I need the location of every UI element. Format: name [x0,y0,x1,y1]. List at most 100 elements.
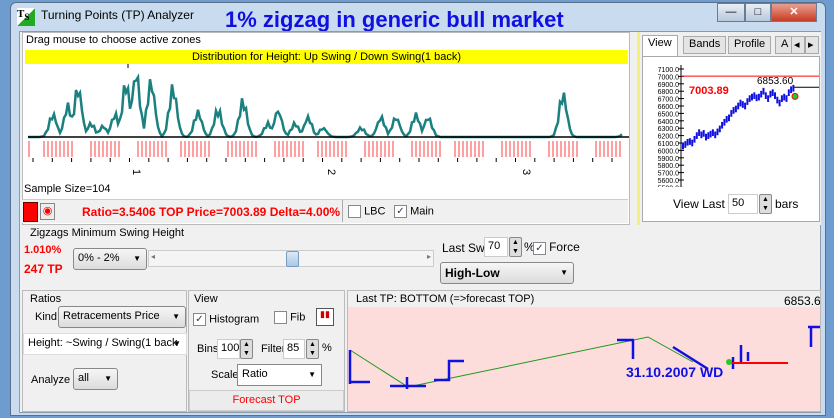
axis-label: 3 [520,169,532,175]
range-select[interactable]: 0% - 2% [73,248,147,270]
analyze-select[interactable]: all [73,368,118,390]
y-tick-label: 6100.0 [658,141,680,148]
main-label: Main [410,205,434,218]
histogram-label: Histogram [209,313,260,326]
target-icon[interactable]: ◉ [40,203,55,220]
analyze-label: Analyze [31,374,71,386]
mode-select[interactable]: High-Low [440,262,574,284]
price-mini-chart: 7100.07000.06900.06800.06700.06600.06500… [658,65,819,192]
forecast-top-button[interactable]: Forecast TOP [189,390,344,411]
stats-text: Ratio=3.5406 TOP Price=7003.89 Delta=4.0… [82,205,341,219]
y-tick-label: 6600.0 [658,104,680,111]
bins-spinner[interactable]: ▲ ▼ [240,339,253,359]
y-tick-label: 7000.0 [658,74,680,81]
y-tick-label: 6400.0 [658,119,680,126]
last-price-label: 6853.60 [757,76,794,87]
filter-pct: % [322,342,332,354]
tab-view[interactable]: View [642,35,678,56]
slider-thumb[interactable] [285,251,299,267]
lbc-label: LBC [364,205,386,218]
histogram-hint: Drag mouse to choose active zones [26,34,201,46]
kind-label: Kind [35,311,58,323]
zigzag-title: Zigzags Minimum Swing Height [30,227,185,239]
y-tick-label: 5800.0 [658,163,680,170]
tab-a[interactable]: A [775,36,792,54]
y-tick-label: 5700.0 [658,171,680,178]
y-tick-label: 6300.0 [658,126,680,133]
force-checkbox[interactable]: ✓ [533,241,546,255]
fib-checkbox[interactable] [274,311,287,324]
side-panel: View Bands Profile A ◂ ▸ 7100.0 7000.0 690… [637,32,821,225]
scale-select[interactable]: Ratio [237,364,322,386]
forecast-price: 6853.60 [784,294,821,308]
y-tick-label: 6000.0 [658,148,680,155]
forecast-date: 31.10.2007 WD [626,364,724,380]
top-price-label: 7003.89 [689,85,729,97]
y-tick-label: 5600.0 [658,178,680,185]
histogram-checkbox[interactable]: ✓ [193,313,206,326]
view-title: View [194,293,218,305]
force-label: Force [549,240,580,254]
scale-label: Scale [211,369,239,381]
tab-bands[interactable]: Bands [683,36,727,54]
histogram-status-bar: ◉ Ratio=3.5406 TOP Price=7003.89 Delta=4… [22,199,628,223]
bins-label: Bins [197,343,219,355]
last-sw-spinner[interactable]: ▲ ▼ [509,237,522,257]
view-panel: View ✓ Histogram Fib ▮▮ Bins 100 ▲ ▼ Filt… [188,290,345,412]
y-tick-label: 7100.0 [658,67,680,74]
y-tick-label: 6200.0 [658,134,680,141]
tab-scroll-left-icon[interactable]: ◂ [791,36,805,54]
fib-label: Fib [290,311,306,324]
y-tick-label: 6700.0 [658,97,680,104]
histogram-panel[interactable]: Drag mouse to choose active zones Distri… [22,32,630,225]
filter-spinner[interactable]: ▲ ▼ [306,339,319,359]
tab-profile[interactable]: Profile [728,36,772,54]
view-last-label: View Last [673,197,725,211]
tab-scroll-right-icon[interactable]: ▸ [805,36,819,54]
height-select[interactable]: Height: ~Swing / Swing(1 back [23,333,187,355]
ratios-title: Ratios [30,293,62,305]
y-tick-label: 5500.0 [658,185,680,187]
y-tick-label: 6900.0 [658,82,680,89]
y-tick-label: 6500.0 [658,111,680,118]
app-logo-icon: TS [17,8,35,26]
swing-height-slider[interactable]: ◂ ▸ [148,250,434,267]
maximize-button[interactable]: □ [745,3,771,22]
client-area: Drag mouse to choose active zones Distri… [19,31,821,413]
app-window: TS Turning Points (TP) Analyzer 1% zigza… [10,2,826,416]
overlay-title: 1% zigzag in generic bull market [225,7,564,32]
color-swatch[interactable] [23,202,38,222]
histogram-chart[interactable]: 1 2 3 [23,64,629,194]
kind-select[interactable]: Retracements Price [58,306,186,328]
close-button[interactable]: ✕ [771,3,817,22]
last-tp-marker [791,92,799,100]
minimize-button[interactable]: — [717,3,745,22]
bars-label: bars [775,197,799,211]
window-title: Turning Points (TP) Analyzer [41,8,194,22]
main-checkbox[interactable]: ✓ [394,205,407,218]
bins-input[interactable]: 100 [217,339,240,359]
forecast-chart [348,325,820,389]
zigzag-panel: Zigzags Minimum Swing Height 1.010% 247 … [22,227,820,289]
lbc-checkbox[interactable] [348,205,361,218]
ratios-panel: Ratios Kind Retracements Price Height: ~… [22,290,187,412]
filter-label: Filter [261,343,286,355]
tp-count: 247 TP [24,262,63,276]
chart-options-icon[interactable]: ▮▮ [316,308,334,326]
histogram-curve [28,73,623,139]
axis-label: 2 [325,169,337,175]
view-last-input[interactable]: 50 [728,194,758,214]
view-last-spinner[interactable]: ▲ ▼ [759,194,772,214]
last-sw-input[interactable]: 70 [484,237,508,257]
y-tick-label: 6800.0 [658,89,680,96]
forecast-panel: Last TP: BOTTOM (=>forecast TOP) 31.10.2… [347,290,821,412]
y-tick-label: 5900.0 [658,156,680,163]
pct-sign: % [524,240,535,254]
last-sw-label: Last Sw. [442,241,488,255]
axis-label: 1 [130,169,142,175]
zigzag-pct: 1.010% [24,244,62,256]
sample-size: Sample Size=104 [24,183,111,195]
forecast-title: Last TP: BOTTOM (=>forecast TOP) [356,293,535,305]
histogram-header: Distribution for Height: Up Swing / Down… [25,50,628,64]
filter-input[interactable]: 85 [283,339,305,359]
